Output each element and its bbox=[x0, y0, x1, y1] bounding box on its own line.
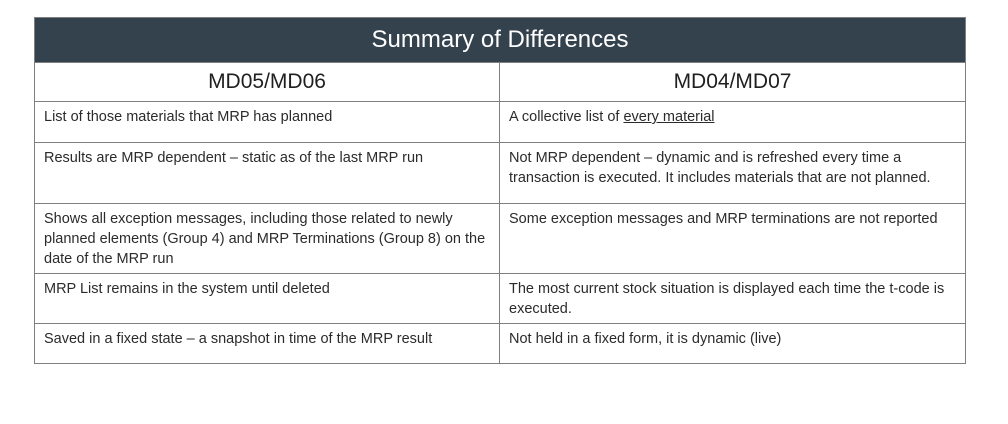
table-row: Results are MRP dependent – static as of… bbox=[34, 142, 967, 204]
summary-of-differences-table: Summary of Differences MD05/MD06 MD04/MD… bbox=[33, 17, 967, 364]
md04-md07-cell: Not MRP dependent – dynamic and is refre… bbox=[498, 142, 967, 204]
underlined-text: every material bbox=[623, 109, 715, 125]
md05-md06-cell: Saved in a fixed state – a snapshot in t… bbox=[34, 323, 500, 364]
table-row: Shows all exception messages, including … bbox=[34, 203, 967, 274]
column-header-md04-md07: MD04/MD07 bbox=[498, 62, 967, 102]
table-row: Saved in a fixed state – a snapshot in t… bbox=[34, 323, 967, 364]
title-row: Summary of Differences bbox=[33, 17, 967, 63]
md04-md07-cell: The most current stock situation is disp… bbox=[498, 273, 967, 324]
md05-md06-cell: List of those materials that MRP has pla… bbox=[34, 101, 500, 143]
md05-md06-cell: MRP List remains in the system until del… bbox=[34, 273, 500, 324]
md04-md07-cell: Not held in a fixed form, it is dynamic … bbox=[498, 323, 967, 364]
md05-md06-cell: Results are MRP dependent – static as of… bbox=[34, 142, 500, 204]
cell-text: A collective list of bbox=[509, 109, 624, 125]
table-title: Summary of Differences bbox=[33, 17, 967, 63]
column-header-row: MD05/MD06 MD04/MD07 bbox=[34, 62, 967, 102]
column-header-md05-md06: MD05/MD06 bbox=[34, 62, 500, 102]
table-row: MRP List remains in the system until del… bbox=[34, 273, 967, 324]
md04-md07-cell: Some exception messages and MRP terminat… bbox=[498, 203, 967, 274]
md05-md06-cell: Shows all exception messages, including … bbox=[34, 203, 500, 274]
md04-md07-cell: A collective list of every material bbox=[498, 101, 967, 143]
table-row: List of those materials that MRP has pla… bbox=[34, 101, 967, 143]
